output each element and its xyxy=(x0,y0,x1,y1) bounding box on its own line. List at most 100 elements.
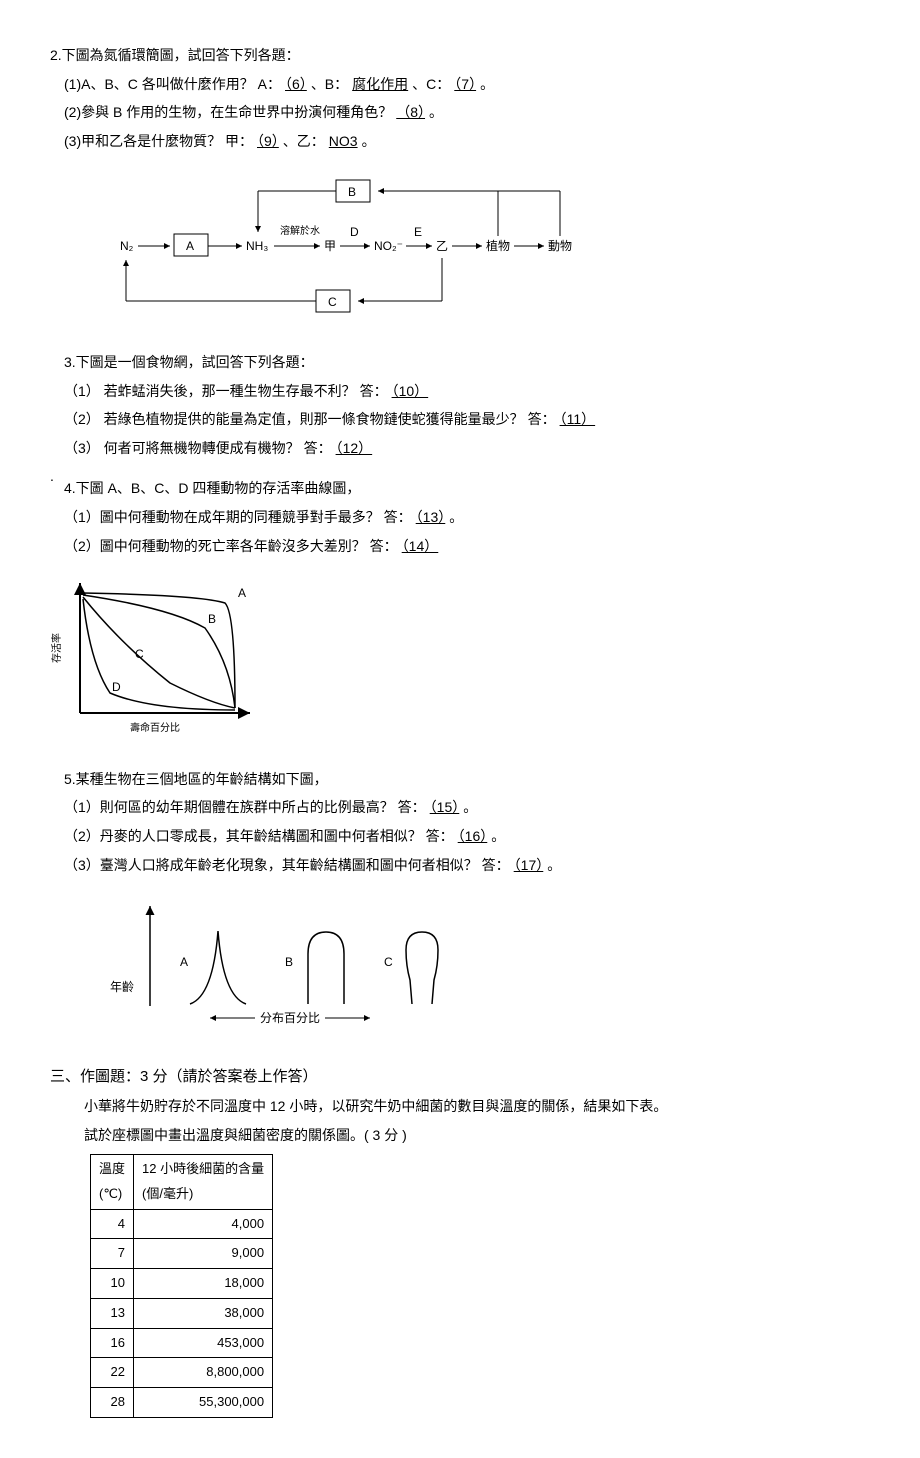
q2-title: 2.下圖為氮循環簡圖，試回答下列各題： xyxy=(50,42,870,69)
q2-part2: (2)參與 B 作用的生物，在生命世界中扮演何種角色？（8）。 xyxy=(50,99,870,126)
age-structure-chart: 年齡 分布百分比 A B C xyxy=(110,896,870,1045)
cell: 7 xyxy=(91,1239,134,1269)
n2-label: N₂ xyxy=(120,239,134,253)
q4-p1-end: 。 xyxy=(449,509,463,525)
d-label: D xyxy=(350,225,359,239)
table-row: 16453,000 xyxy=(91,1328,273,1358)
q2-p2-blank: （8） xyxy=(392,104,429,120)
table-h1b: (℃) xyxy=(99,1186,122,1201)
section3-line1: 小華將牛奶貯存於不同溫度中 12 小時，以研究牛奶中細菌的數目與溫度的關係，結果… xyxy=(50,1093,870,1120)
e-label: E xyxy=(414,225,422,239)
animal-label: 動物 xyxy=(548,239,572,253)
q4-B: B xyxy=(208,612,216,626)
boxA-label: A xyxy=(186,239,194,253)
q2-p3-end: 。 xyxy=(362,133,376,149)
q5-p2-end: 。 xyxy=(491,828,505,844)
q4-part1: （1）圖中何種動物在成年期的同種競爭對手最多？ 答：（13）。 xyxy=(50,504,870,531)
table-h1: 溫度 (℃) xyxy=(91,1155,134,1209)
q5-p3-end: 。 xyxy=(547,857,561,873)
q3-part3: （3） 何者可將無機物轉便成有機物？ 答：（12） xyxy=(50,435,870,462)
q2-p3-ans: NO3 xyxy=(325,133,362,149)
boxC-label: C xyxy=(328,295,337,309)
q5-C: C xyxy=(384,955,393,969)
q3-title: 3.下圖是一個食物網，試回答下列各題： xyxy=(50,349,870,376)
cell: 8,800,000 xyxy=(134,1358,273,1388)
q4-p2-blank: （14） xyxy=(398,538,443,554)
table-row: 228,800,000 xyxy=(91,1358,273,1388)
q3-p1: （1） 若蚱蜢消失後，那一種生物生存最不利？ 答： xyxy=(64,383,388,399)
cell: 4 xyxy=(91,1209,134,1239)
q5-xlabel: 分布百分比 xyxy=(260,1011,320,1025)
nitrogen-cycle-diagram: N₂ A NH₃ 溶解於水 甲 D NO₂⁻ E 乙 植物 動物 B C xyxy=(110,172,870,331)
no2-label: NO₂⁻ xyxy=(374,239,403,253)
q2-p1-ans-b: 腐化作用 xyxy=(348,76,412,92)
q2-p1-blank2: （7） xyxy=(450,76,480,92)
dissolve-label: 溶解於水 xyxy=(280,224,320,237)
q4-C: C xyxy=(135,647,144,661)
q3-part1: （1） 若蚱蜢消失後，那一種生物生存最不利？ 答：（10） xyxy=(50,378,870,405)
cell: 28 xyxy=(91,1387,134,1417)
q2-part1: (1)A、B、C 各叫做什麼作用？ A：（6）、B：腐化作用、C：（7）。 xyxy=(50,71,870,98)
table-h2: 12 小時後細菌的含量 (個/毫升) xyxy=(134,1155,273,1209)
table-row: 79,000 xyxy=(91,1239,273,1269)
table-row: 1018,000 xyxy=(91,1269,273,1299)
q3-p1-blank: （10） xyxy=(388,383,433,399)
nh3-label: NH₃ xyxy=(246,239,268,253)
q4-title: 4.下圖 A、B、C、D 四種動物的存活率曲線圖， xyxy=(50,475,870,502)
q5-part3: （3）臺灣人口將成年齡老化現象，其年齡結構圖和圖中何者相似？ 答：（17）。 xyxy=(50,852,870,879)
cell: 22 xyxy=(91,1358,134,1388)
q2-p3-b: 、乙： xyxy=(283,133,325,149)
bacteria-table: 溫度 (℃) 12 小時後細菌的含量 (個/毫升) 44,000 79,000 … xyxy=(90,1154,273,1417)
cell: 453,000 xyxy=(134,1328,273,1358)
q5-part1: （1）則何區的幼年期個體在族群中所占的比例最高？ 答：（15）。 xyxy=(50,794,870,821)
q4-part2: （2）圖中何種動物的死亡率各年齡沒多大差別？ 答：（14） xyxy=(50,533,870,560)
q5-p2-blank: （16） xyxy=(454,828,492,844)
cell: 18,000 xyxy=(134,1269,273,1299)
q5-title: 5.某種生物在三個地區的年齡結構如下圖， xyxy=(50,766,870,793)
q2-p1-c: 、C： xyxy=(412,76,450,92)
q2-p1-blank1: （6） xyxy=(281,76,311,92)
q2-p1-b: 、B： xyxy=(311,76,348,92)
q3-p2: （2） 若綠色植物提供的能量為定值，則那一條食物鏈使蛇獲得能量最少？ 答： xyxy=(64,411,556,427)
q4-p1-blank: （13） xyxy=(412,509,450,525)
boxB-label: B xyxy=(348,185,356,199)
q3-p3: （3） 何者可將無機物轉便成有機物？ 答： xyxy=(64,440,332,456)
section3-title: 三、作圖題：3 分（請於答案卷上作答） xyxy=(50,1063,870,1092)
q5-part2: （2）丹麥的人口零成長，其年齡結構圖和圖中何者相似？ 答：（16）。 xyxy=(50,823,870,850)
survival-curve-chart: 存活率 壽命百分比 A B C D xyxy=(50,573,870,752)
q4-p2: （2）圖中何種動物的死亡率各年齡沒多大差別？ 答： xyxy=(64,538,398,554)
q5-p1: （1）則何區的幼年期個體在族群中所占的比例最高？ 答： xyxy=(64,799,426,815)
plant-label: 植物 xyxy=(486,238,510,253)
cell: 4,000 xyxy=(134,1209,273,1239)
table-h2b: (個/毫升) xyxy=(142,1186,193,1201)
q2-p2-end: 。 xyxy=(429,104,443,120)
q5-p2: （2）丹麥的人口零成長，其年齡結構圖和圖中何者相似？ 答： xyxy=(64,828,454,844)
q5-p1-blank: （15） xyxy=(426,799,464,815)
q2-part3: (3)甲和乙各是什麼物質？ 甲：（9）、乙：NO3。 xyxy=(50,128,870,155)
q2-p3-a: (3)甲和乙各是什麼物質？ 甲： xyxy=(64,133,253,149)
cell: 55,300,000 xyxy=(134,1387,273,1417)
table-h1a: 溫度 xyxy=(99,1161,125,1176)
q5-ylabel: 年齡 xyxy=(110,980,134,994)
table-row: 44,000 xyxy=(91,1209,273,1239)
cell: 13 xyxy=(91,1298,134,1328)
q5-p3: （3）臺灣人口將成年齡老化現象，其年齡結構圖和圖中何者相似？ 答： xyxy=(64,857,510,873)
jia-label: 甲 xyxy=(324,239,336,253)
table-h2a: 12 小時後細菌的含量 xyxy=(142,1161,264,1176)
q3-p3-blank: （12） xyxy=(332,440,377,456)
table-row: 1338,000 xyxy=(91,1298,273,1328)
q4-D: D xyxy=(112,680,121,694)
q2-p2-a: (2)參與 B 作用的生物，在生命世界中扮演何種角色？ xyxy=(64,104,392,120)
q2-p1-a: (1)A、B、C 各叫做什麼作用？ A： xyxy=(64,76,281,92)
q5-p3-blank: （17） xyxy=(510,857,548,873)
q5-B: B xyxy=(285,955,293,969)
q4-xlabel: 壽命百分比 xyxy=(130,721,180,734)
cell: 10 xyxy=(91,1269,134,1299)
section3-line2: 試於座標圖中畫出溫度與細菌密度的關係圖。( 3 分 ) xyxy=(50,1122,870,1149)
cell: 38,000 xyxy=(134,1298,273,1328)
q4-ylabel: 存活率 xyxy=(50,633,63,663)
table-row: 2855,300,000 xyxy=(91,1387,273,1417)
cell: 9,000 xyxy=(134,1239,273,1269)
q5-A: A xyxy=(180,955,188,969)
cell: 16 xyxy=(91,1328,134,1358)
